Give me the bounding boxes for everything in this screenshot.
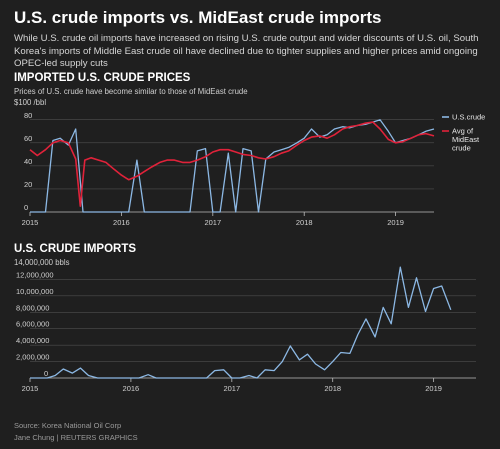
x-tick-label: 2015: [22, 384, 39, 393]
y-tick-label: 0: [44, 369, 48, 378]
y-tick-label: 80: [24, 111, 32, 120]
y-tick-label: 60: [24, 134, 32, 143]
prices-unit-label: $100 /bbl: [14, 98, 47, 107]
prices-section-subtitle: Prices of U.S. crude have become similar…: [14, 87, 248, 96]
legend-us-label: U.S.crude: [452, 113, 485, 122]
x-tick-label: 2017: [223, 384, 240, 393]
mideast-crude-price-line: [29, 121, 435, 207]
legend-mideast-label: Avg of: [452, 127, 474, 136]
chart-subtitle: While U.S. crude oil imports have increa…: [14, 33, 479, 69]
x-tick-label: 2019: [387, 218, 404, 227]
x-tick-label: 2017: [204, 218, 221, 227]
imports-section-title: U.S. CRUDE IMPORTS: [14, 243, 137, 255]
x-tick-label: 2019: [425, 384, 442, 393]
imports-unit-label: 14,000,000 bbls: [14, 258, 70, 267]
chart-title: U.S. crude imports vs. MidEast crude imp…: [14, 8, 382, 27]
y-tick-label: 4,000,000: [16, 336, 49, 345]
us-crude-imports-line: [30, 266, 452, 379]
x-tick-label: 2015: [22, 218, 39, 227]
legend-mideast-label: MidEast: [452, 135, 480, 144]
x-tick-label: 2018: [296, 218, 313, 227]
y-tick-label: 0: [24, 203, 28, 212]
y-tick-label: 20: [24, 180, 32, 189]
x-tick-label: 2016: [123, 384, 140, 393]
y-tick-label: 2,000,000: [16, 353, 49, 362]
y-tick-label: 10,000,000: [16, 287, 54, 296]
legend-mideast-label: crude: [452, 144, 471, 153]
credit-note: Jane Chung | REUTERS GRAPHICS: [14, 433, 138, 442]
source-note: Source: Korea National Oil Corp: [14, 421, 122, 430]
y-tick-label: 6,000,000: [16, 320, 49, 329]
y-tick-label: 8,000,000: [16, 303, 49, 312]
x-tick-label: 2016: [113, 218, 130, 227]
prices-section-title: IMPORTED U.S. CRUDE PRICES: [14, 72, 191, 84]
y-tick-label: 12,000,000: [16, 270, 54, 279]
x-tick-label: 2018: [324, 384, 341, 393]
y-tick-label: 40: [24, 157, 32, 166]
